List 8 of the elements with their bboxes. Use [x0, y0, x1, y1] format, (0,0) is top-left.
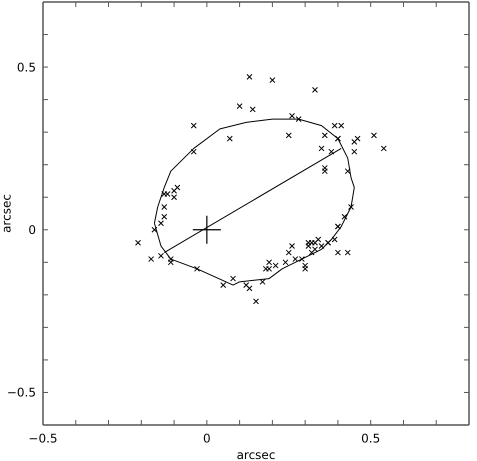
y-tick-label: −0.5	[6, 386, 36, 400]
y-tick-label: 0.5	[16, 60, 36, 74]
y-axis-title: arcsec	[0, 194, 14, 233]
x-tick-label: −0.5	[28, 432, 58, 446]
x-tick-label: 0.5	[361, 432, 380, 446]
x-axis-title: arcsec	[236, 448, 276, 461]
x-tick-label: 0	[203, 432, 211, 446]
y-tick-label: 0	[28, 223, 36, 238]
